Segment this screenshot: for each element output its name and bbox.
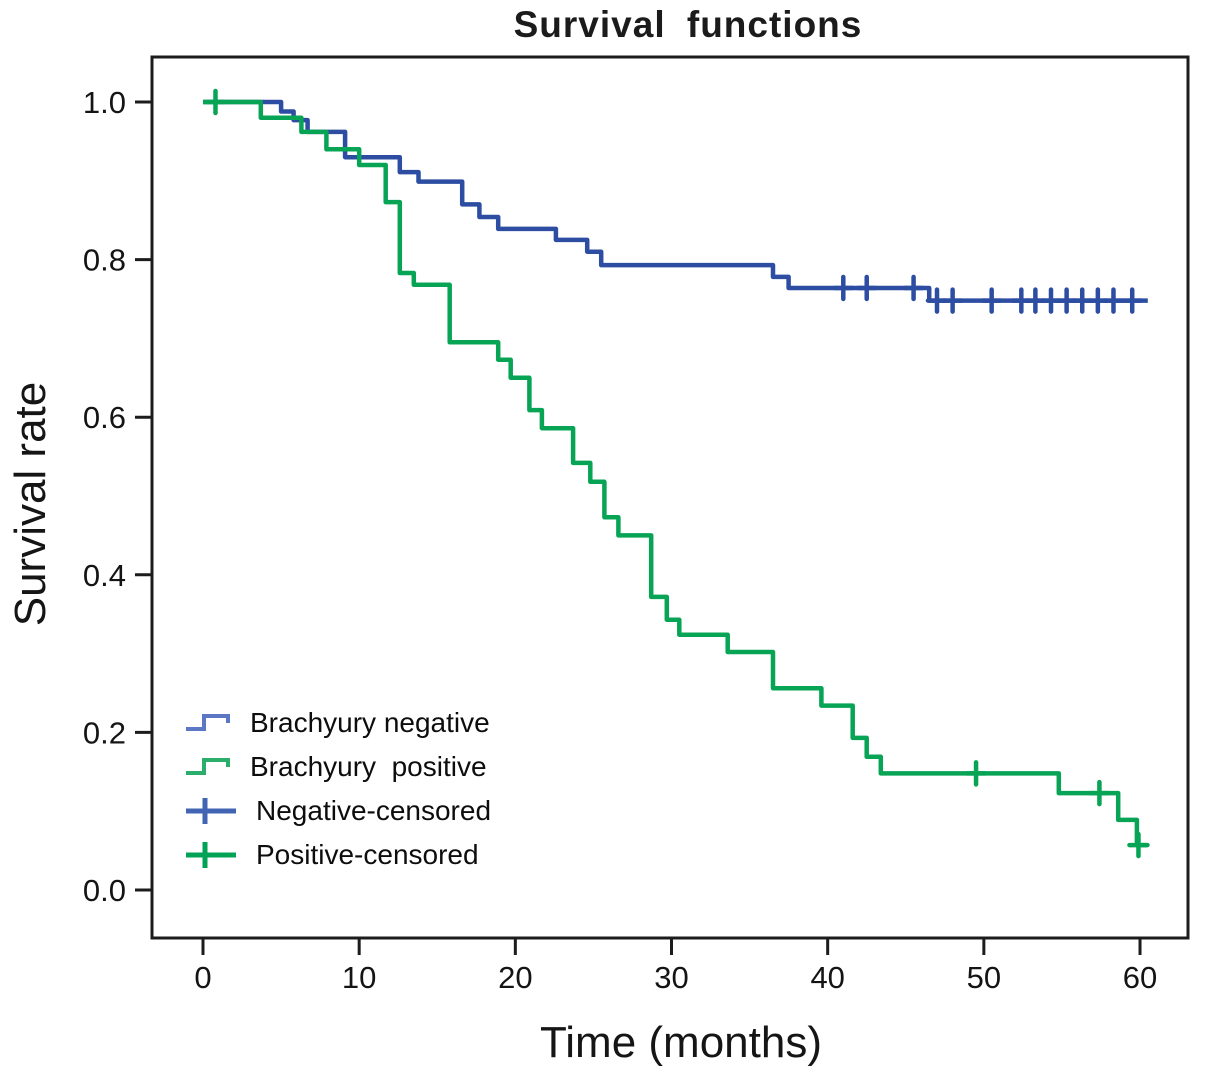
y-tick-label: 0.0 — [83, 873, 126, 908]
legend-label: Positive-censored — [256, 839, 479, 870]
y-tick-label: 0.6 — [83, 400, 126, 435]
chart-title: Survival functions — [513, 4, 863, 45]
x-tick-label: 50 — [967, 960, 1001, 995]
censor-mark-positive — [964, 760, 988, 787]
legend-item-brachyury-negative: Brachyury negative — [184, 706, 584, 740]
censor-mark-negative — [1102, 287, 1125, 314]
x-tick-label: 60 — [1123, 960, 1157, 995]
y-tick-label: 0.2 — [83, 715, 126, 750]
y-tick-label: 1.0 — [83, 85, 126, 120]
censor-mark-negative — [902, 274, 925, 302]
x-tick-label: 20 — [498, 960, 532, 995]
legend-label: Brachyury negative — [250, 707, 490, 738]
censor-mark-negative — [832, 274, 855, 302]
x-tick-label: 10 — [342, 960, 376, 995]
censor-mark-positive — [1127, 831, 1150, 859]
legend-item-positive-censored: Positive-censored — [184, 838, 584, 872]
censor-plus-icon — [186, 798, 236, 824]
plot-frame — [150, 55, 1190, 940]
censor-mark-positive — [204, 88, 227, 116]
survival-curve-negative — [203, 99, 1148, 303]
legend-label: Negative-censored — [256, 795, 492, 826]
x-axis-title: Time (months) — [540, 1018, 822, 1067]
x-tick-label: 0 — [194, 960, 211, 995]
censor-mark-negative — [855, 274, 878, 302]
legend: Brachyury negative Brachyury positive Ne… — [184, 706, 584, 882]
censor-mark-negative — [1120, 287, 1144, 314]
legend-item-brachyury-positive: Brachyury positive — [184, 750, 584, 784]
x-tick-label: 40 — [810, 960, 844, 995]
censor-mark-positive — [1088, 779, 1111, 807]
censor-plus-icon — [186, 842, 236, 868]
censor-mark-negative — [980, 287, 1003, 314]
censor-mark-negative — [941, 287, 964, 314]
step-line-icon — [186, 714, 230, 731]
survival-curve-positive — [203, 99, 1147, 848]
y-tick-label: 0.4 — [83, 558, 126, 593]
legend-label: Brachyury positive — [250, 751, 487, 782]
x-tick-label: 30 — [654, 960, 688, 995]
step-line-icon — [186, 758, 230, 775]
y-tick-label: 0.8 — [83, 243, 126, 278]
legend-item-negative-censored: Negative-censored — [184, 794, 584, 828]
